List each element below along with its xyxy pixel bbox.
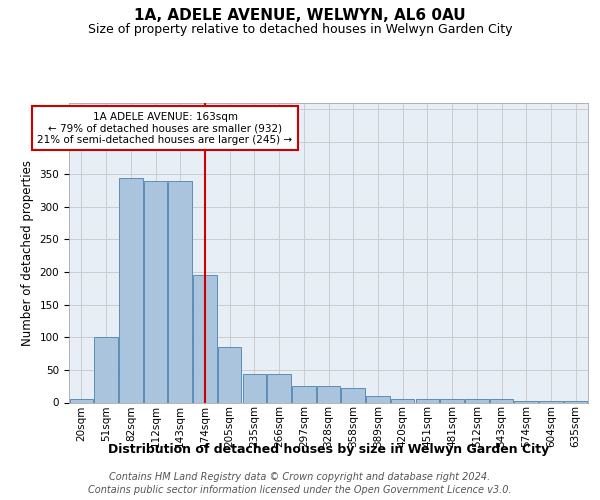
Text: 1A, ADELE AVENUE, WELWYN, AL6 0AU: 1A, ADELE AVENUE, WELWYN, AL6 0AU — [134, 8, 466, 22]
Bar — [144, 181, 167, 402]
Bar — [317, 386, 340, 402]
Text: 1A ADELE AVENUE: 163sqm
← 79% of detached houses are smaller (932)
21% of semi-d: 1A ADELE AVENUE: 163sqm ← 79% of detache… — [37, 112, 293, 144]
Bar — [341, 388, 365, 402]
Bar — [391, 399, 415, 402]
Bar — [193, 276, 217, 402]
Bar — [465, 399, 488, 402]
Bar — [70, 399, 93, 402]
Bar — [514, 400, 538, 402]
Bar — [292, 386, 316, 402]
Bar — [440, 399, 464, 402]
Text: Contains public sector information licensed under the Open Government Licence v3: Contains public sector information licen… — [88, 485, 512, 495]
Bar — [119, 178, 143, 402]
Text: Distribution of detached houses by size in Welwyn Garden City: Distribution of detached houses by size … — [108, 442, 550, 456]
Text: Size of property relative to detached houses in Welwyn Garden City: Size of property relative to detached ho… — [88, 22, 512, 36]
Bar — [268, 374, 291, 402]
Bar — [94, 338, 118, 402]
Y-axis label: Number of detached properties: Number of detached properties — [21, 160, 34, 346]
Bar — [218, 347, 241, 403]
Text: Contains HM Land Registry data © Crown copyright and database right 2024.: Contains HM Land Registry data © Crown c… — [109, 472, 491, 482]
Bar — [539, 401, 563, 402]
Bar — [564, 401, 587, 402]
Bar — [242, 374, 266, 402]
Bar — [169, 181, 192, 402]
Bar — [366, 396, 389, 402]
Bar — [490, 399, 513, 402]
Bar — [416, 399, 439, 402]
